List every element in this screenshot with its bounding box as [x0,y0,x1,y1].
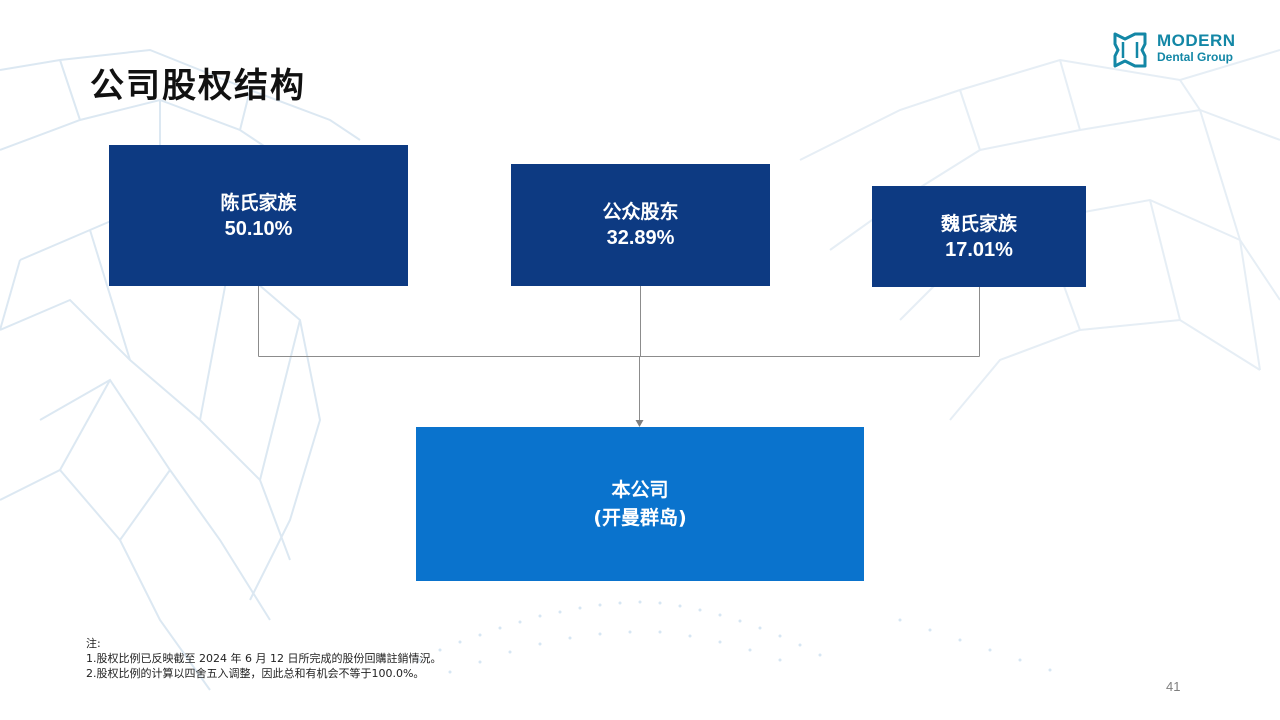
page-title: 公司股权结构 [90,66,306,106]
footnotes: 注: 1.股权比例已反映截至 2024 年 6 月 12 日所完成的股份回購註銷… [86,636,441,681]
shareholder-name: 公众股东 [602,201,679,223]
arrowhead-icon [635,420,644,427]
shareholder-box-public: 公众股东 32.89% [511,164,770,286]
shareholder-box-chen: 陈氏家族 50.10% [109,145,408,286]
footnote-item: 2.股权比例的计算以四舍五入调整，因此总和有机会不等于100.0%。 [86,667,425,680]
company-jurisdiction: (开曼群岛) [593,507,687,529]
modern-dental-logo-icon [1113,32,1147,68]
shareholder-percent: 50.10% [224,217,293,240]
page-number: 41 [1166,679,1181,694]
company-box: 本公司 (开曼群岛) [416,427,864,581]
footnote-heading: 注: [86,637,101,650]
company-name: 本公司 [611,479,669,501]
footnote-item: 1.股权比例已反映截至 2024 年 6 月 12 日所完成的股份回購註銷情況。 [86,652,442,665]
shareholder-name: 魏氏家族 [940,212,1017,235]
shareholder-percent: 17.01% [945,238,1013,261]
shareholder-box-wei: 魏氏家族 17.01% [872,186,1086,287]
shareholder-name: 陈氏家族 [220,191,297,214]
logo-tagline: Dental Group [1157,50,1234,64]
shareholder-percent: 32.89% [606,227,675,249]
logo-wordmark: MODERN [1157,31,1236,50]
